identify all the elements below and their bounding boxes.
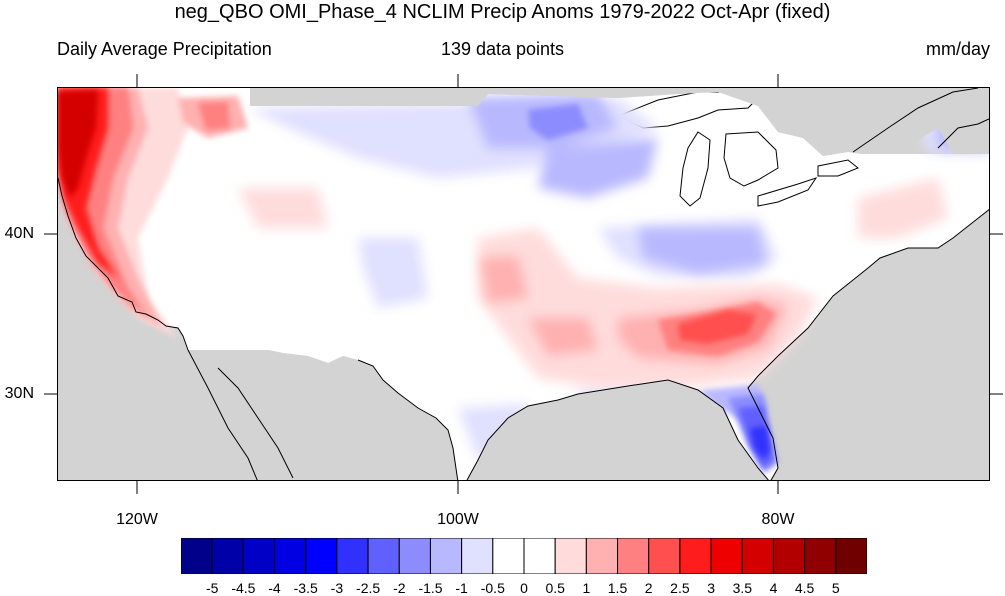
colorbar-tick-label: -3	[330, 580, 344, 596]
anomaly-west-coast	[58, 88, 248, 338]
lake-superior	[616, 91, 760, 129]
colorbar-tick-label: 1.5	[607, 580, 628, 596]
texas-mexico-border	[357, 359, 459, 480]
anomaly-upper-midwest-core	[528, 104, 588, 140]
gulf-coast-outline	[466, 379, 769, 480]
colorbar-tick-label: 5	[831, 580, 840, 596]
lake-michigan	[679, 131, 711, 207]
lake-huron	[723, 131, 779, 187]
colorbar-tick-label: 4	[769, 580, 778, 596]
colorbar-swatch	[523, 538, 556, 574]
lon-label-120w: 120W	[116, 511, 158, 528]
colorbar-swatch	[305, 538, 338, 574]
lat-label-30n: 30N	[4, 385, 34, 402]
colorbar-swatch	[274, 538, 307, 574]
colorbar-swatch	[554, 538, 587, 574]
canada-mask	[250, 88, 989, 156]
colorbar-tick-label: -4	[268, 580, 281, 596]
east-coast-outline	[747, 208, 989, 480]
colorbar-swatch	[585, 538, 619, 574]
units-label: mm/day	[925, 39, 990, 59]
precip-anomaly-map	[58, 88, 989, 480]
colorbar-tick-label: -4.5	[231, 580, 256, 596]
great-lakes	[616, 91, 859, 207]
coastlines	[58, 88, 989, 480]
colorbar-tick-label: 2.5	[670, 580, 690, 596]
colorbar-swatch	[492, 538, 525, 574]
colorbar-swatch	[710, 538, 743, 574]
colorbar-tick-label: -5	[205, 580, 219, 596]
colorbar-tick-label: 2	[644, 580, 653, 596]
colorbar-swatch	[336, 538, 369, 574]
colorbar-tick-label: 3	[707, 580, 715, 596]
colorbar-swatch	[398, 538, 431, 574]
colorbar-swatch	[429, 538, 463, 574]
variable-label: Daily Average Precipitation	[57, 39, 272, 59]
canada-east-outline	[852, 88, 979, 153]
plot-title: neg_QBO OMI_Phase_4 NCLIM Precip Anoms 1…	[174, 1, 831, 23]
colorbar-swatch	[835, 538, 867, 574]
map-panel	[57, 87, 990, 481]
lon-label-80w: 80W	[761, 511, 795, 528]
colorbar-swatch	[367, 538, 400, 574]
colorbar-swatch	[741, 538, 774, 574]
colorbar-tick-label: -2.5	[356, 580, 381, 596]
baja-gulf-outline	[217, 367, 294, 479]
colorbar-tick-label: -2	[393, 580, 406, 596]
colorbar-swatch	[617, 538, 650, 574]
colorbar-tick-label: 4.5	[794, 580, 815, 596]
colorbar-swatch	[679, 538, 712, 574]
lat-label-40n: 40N	[4, 225, 34, 242]
lake-erie	[757, 177, 818, 207]
colorbar-tick-label: -1	[455, 580, 468, 596]
colorbar-tick-label: 0	[520, 580, 528, 596]
colorbar-swatch	[648, 538, 681, 574]
anomaly-tennessee-core	[678, 310, 756, 344]
mexico-mask	[188, 350, 458, 480]
lon-label-100w: 100W	[437, 511, 479, 528]
colorbar-tick-label: 0.5	[545, 580, 565, 596]
colorbar-tick-label: -1.5	[418, 580, 443, 596]
sample-size-label: 139 data points	[440, 39, 565, 59]
colorbar-tick-label: 1	[582, 580, 591, 596]
west-coast-outline	[58, 177, 189, 351]
colorbar-swatch	[181, 538, 213, 574]
mexico-outline	[187, 349, 258, 480]
colorbar-swatch	[461, 538, 494, 574]
colorbar-swatch	[211, 538, 244, 574]
colorbar-swatch	[772, 538, 806, 574]
colorbar-tick-label: -3.5	[293, 580, 318, 596]
nova-scotia-outline	[937, 118, 989, 149]
colorbar-tick-label: -0.5	[480, 580, 505, 596]
colorbar	[181, 538, 867, 574]
colorbar-swatch	[242, 538, 276, 574]
colorbar-swatch	[804, 538, 837, 574]
lake-ontario	[817, 159, 859, 177]
gulf-mexico-mask	[467, 380, 769, 480]
colorbar-tick-label: 3.5	[732, 580, 753, 596]
